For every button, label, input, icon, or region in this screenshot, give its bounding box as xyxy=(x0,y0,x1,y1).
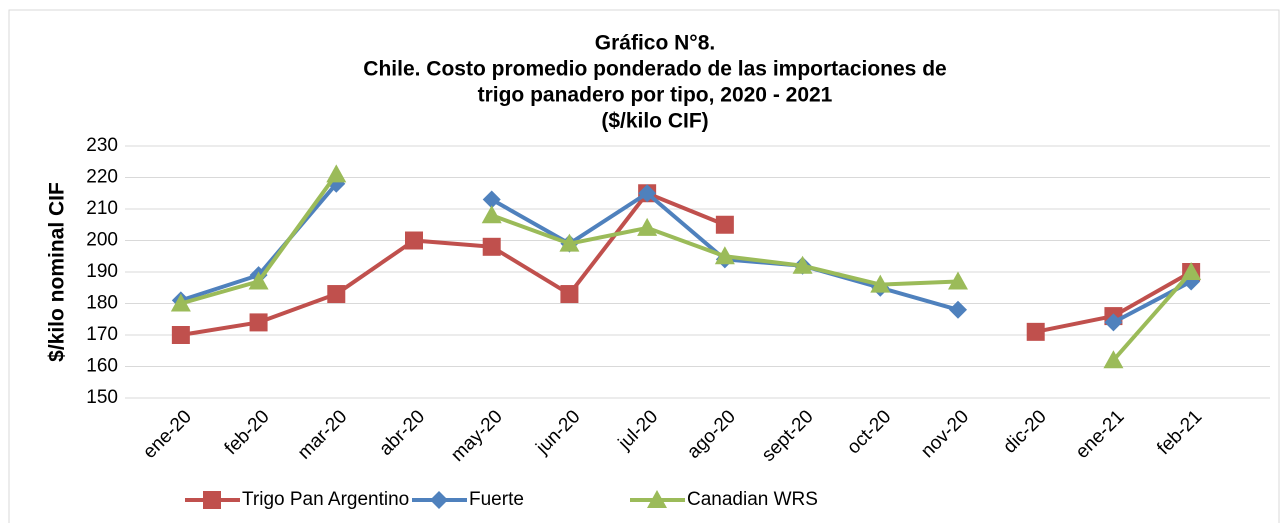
data-point xyxy=(1026,322,1045,341)
y-tick-label: 180 xyxy=(86,293,118,314)
data-point xyxy=(482,190,501,209)
legend-marker xyxy=(430,491,448,509)
data-point xyxy=(559,233,580,252)
legend-label: Canadian WRS xyxy=(687,489,818,510)
y-tick-label: 210 xyxy=(86,198,118,219)
data-point xyxy=(326,164,347,183)
y-axis-label: $/kilo nominal CIF xyxy=(46,182,69,362)
data-point xyxy=(714,246,735,265)
data-point xyxy=(637,217,658,236)
y-tick-label: 190 xyxy=(86,261,118,282)
chart-title: Gráfico N°8. xyxy=(595,32,715,55)
data-point xyxy=(715,215,734,234)
data-point xyxy=(248,271,269,290)
legend-marker xyxy=(647,490,667,508)
legend-label: Trigo Pan Argentino xyxy=(242,489,409,510)
data-point xyxy=(949,300,967,319)
data-point xyxy=(948,271,968,290)
data-point xyxy=(1104,313,1123,332)
data-point xyxy=(560,285,579,304)
y-tick-label: 220 xyxy=(86,167,118,188)
y-tick-label: 170 xyxy=(86,324,118,345)
data-point xyxy=(171,326,190,344)
data-point xyxy=(249,313,268,332)
data-point xyxy=(482,237,501,256)
data-point xyxy=(792,255,813,274)
data-point xyxy=(405,231,423,250)
y-tick-label: 160 xyxy=(86,356,118,377)
y-tick-label: 200 xyxy=(86,230,118,251)
legend-label: Fuerte xyxy=(469,489,524,510)
data-point xyxy=(638,184,657,203)
data-point xyxy=(481,205,502,224)
chart-title: ($/kilo CIF) xyxy=(601,110,708,133)
chart-border xyxy=(8,9,1280,523)
data-point xyxy=(170,293,191,312)
legend-marker xyxy=(203,491,221,509)
y-tick-label: 230 xyxy=(86,135,118,156)
chart-title: trigo panadero por tipo, 2020 - 2021 xyxy=(478,84,833,107)
data-point xyxy=(1181,262,1202,280)
data-point xyxy=(870,274,891,293)
y-tick-label: 150 xyxy=(86,387,118,408)
data-point xyxy=(327,285,346,304)
data-point xyxy=(1103,350,1124,369)
chart-title: Chile. Costo promedio ponderado de las i… xyxy=(363,58,946,81)
